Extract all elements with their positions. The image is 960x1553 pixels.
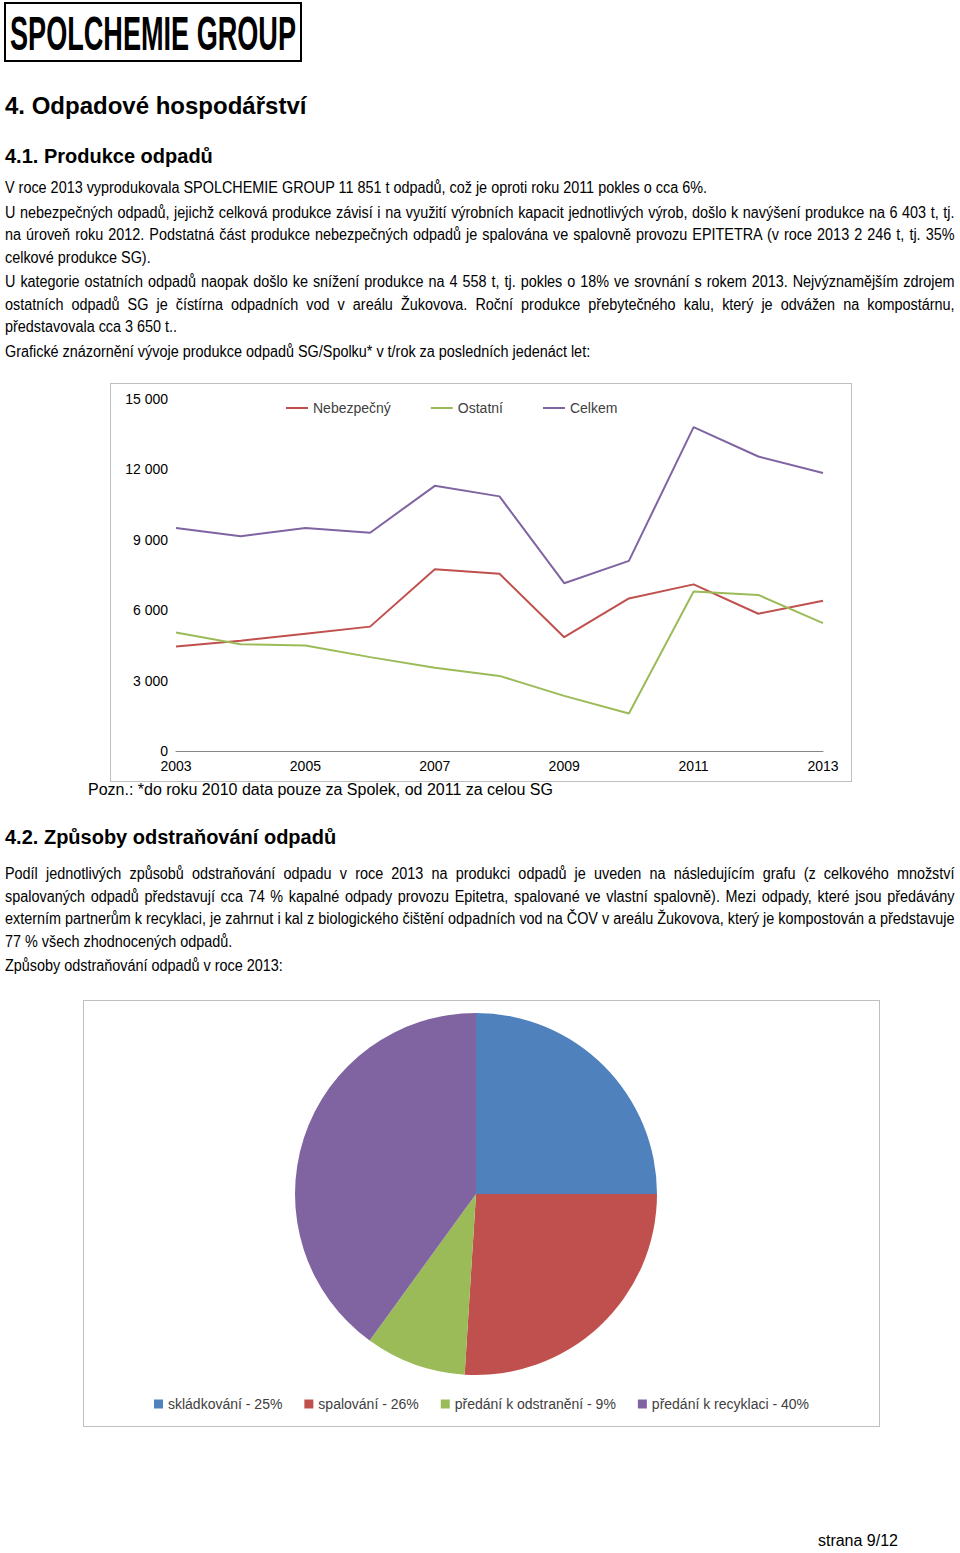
svg-text:předání k recyklaci - 40%: předání k recyklaci - 40% bbox=[652, 1396, 809, 1412]
svg-text:skládkování - 25%: skládkování - 25% bbox=[168, 1396, 282, 1412]
svg-text:12 000: 12 000 bbox=[125, 461, 168, 477]
svg-text:2007: 2007 bbox=[419, 758, 450, 774]
html-text:U kategorie ostatních odpadů n: U kategorie ostatních odpadů naopak došl… bbox=[5, 273, 955, 335]
svg-text:6 000: 6 000 bbox=[133, 602, 168, 618]
svg-text:3 000: 3 000 bbox=[133, 673, 168, 689]
svg-text:Ostatní: Ostatní bbox=[458, 400, 503, 416]
html-text:4. Odpadové hospodářství: 4. Odpadové hospodářství bbox=[5, 92, 307, 119]
svg-text:2009: 2009 bbox=[549, 758, 580, 774]
svg-text:15 000: 15 000 bbox=[125, 391, 168, 407]
html-text:4.1. Produkce odpadů: 4.1. Produkce odpadů bbox=[5, 145, 213, 167]
svg-text:SPOLCHEMIE GROUP: SPOLCHEMIE GROUP bbox=[10, 7, 296, 60]
svg-text:2013: 2013 bbox=[807, 758, 838, 774]
html-text:U nebezpečných odpadů, jejichž: U nebezpečných odpadů, jejichž celková p… bbox=[5, 203, 955, 266]
svg-text:2011: 2011 bbox=[679, 758, 709, 774]
html-text:strana 9/12: strana 9/12 bbox=[817, 1532, 898, 1549]
svg-text:0: 0 bbox=[160, 743, 168, 759]
svg-text:2003: 2003 bbox=[160, 758, 191, 774]
svg-text:spalování - 26%: spalování - 26% bbox=[318, 1396, 418, 1412]
html-text:Podíl jednotlivých způsobů ods: Podíl jednotlivých způsobů odstraňování … bbox=[5, 865, 955, 950]
html-text:Pozn.: *do roku 2010 data pouz: Pozn.: *do roku 2010 data pouze za Spole… bbox=[88, 781, 553, 798]
svg-text:2005: 2005 bbox=[290, 758, 321, 774]
svg-text:9 000: 9 000 bbox=[133, 532, 168, 548]
html-text:Grafické znázornění vývoje pro: Grafické znázornění vývoje produkce odpa… bbox=[5, 342, 591, 360]
svg-text:Celkem: Celkem bbox=[570, 400, 617, 416]
svg-text:Nebezpečný: Nebezpečný bbox=[313, 400, 391, 416]
html-text:V roce 2013 vyprodukovala SPOL: V roce 2013 vyprodukovala SPOLCHEMIE GRO… bbox=[5, 179, 707, 196]
svg-text:předání k odstranění - 9%: předání k odstranění - 9% bbox=[455, 1396, 616, 1412]
html-text:Způsoby odstraňování odpadů v: Způsoby odstraňování odpadů v roce 2013: bbox=[5, 957, 283, 974]
html-text:4.2. Způsoby odstraňování odpa: 4.2. Způsoby odstraňování odpadů bbox=[5, 826, 337, 848]
